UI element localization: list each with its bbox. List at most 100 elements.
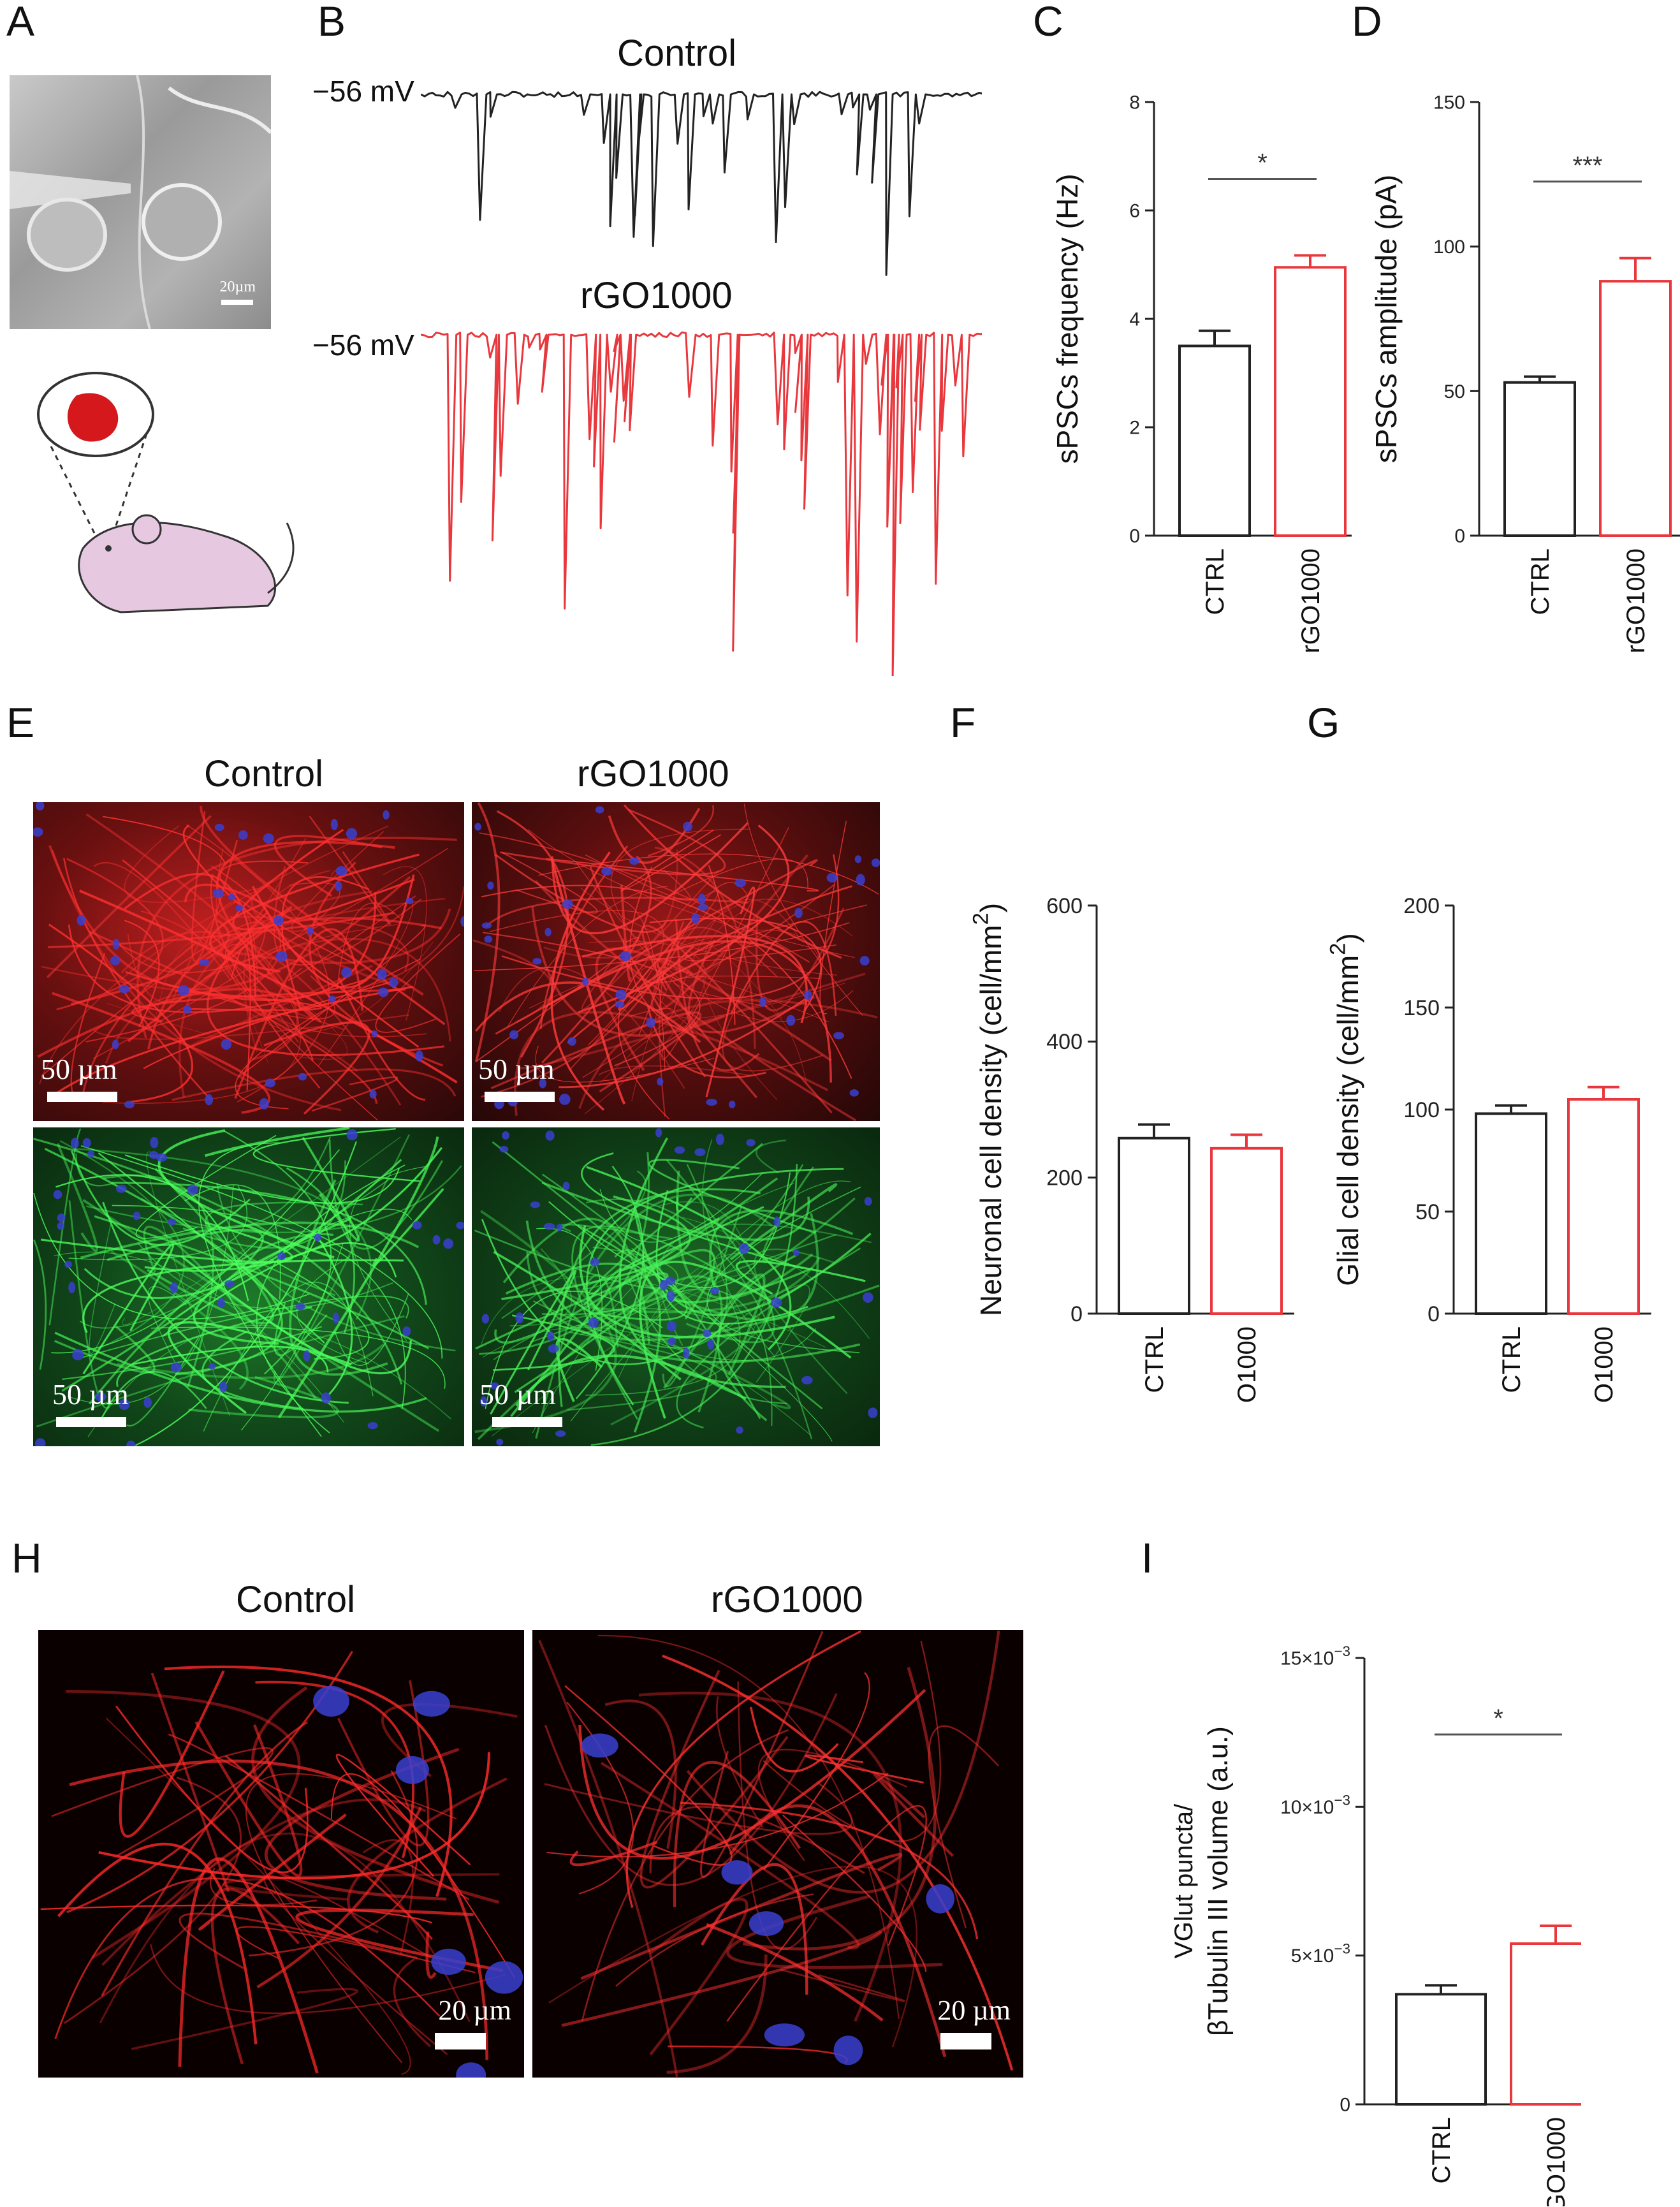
image-title-rgo: rGO1000 — [577, 753, 729, 795]
y-axis-label: Glial cell density (cell/mm2) — [1326, 933, 1364, 1286]
scale-label: 20 µm — [438, 1995, 511, 2026]
panel-label-i: I — [1141, 1534, 1153, 1581]
category-label: rGO1000 — [1297, 548, 1325, 654]
scale-bar — [221, 300, 253, 305]
chart-c: 0 2 4 6 8 sPSCs frequency (Hz) CTRL rGO1000 * — [1051, 92, 1352, 654]
trace-title-rgo: rGO1000 — [580, 275, 733, 316]
bar-ctrl — [1118, 1136, 1190, 1315]
y-tick-label: 2 — [1129, 418, 1140, 439]
y-tick-label: 10×10−3 — [1280, 1792, 1350, 1818]
bar-rgo1000 — [1599, 280, 1672, 537]
hippocampus-icon — [67, 393, 119, 442]
category-label: rGO1000 — [1622, 548, 1650, 654]
y-tick-label: 0 — [1454, 526, 1465, 547]
pipette-shape — [10, 171, 131, 209]
bar-rgo1000 — [1274, 266, 1347, 537]
y-tick-label: 600 — [1046, 894, 1083, 918]
y-axis-label: VGlut puncta/ — [1170, 1803, 1198, 1958]
bar-rgo1000 — [1510, 1942, 1581, 2106]
y-tick-label: 150 — [1403, 996, 1440, 1020]
scale-bar — [435, 2033, 486, 2049]
category-label: CTRL — [1141, 1326, 1169, 1393]
chart-g: 0 50 100 150 200 Glial cell density (cell/mm2… — [1326, 894, 1651, 1403]
y-tick-label: 0 — [1070, 1302, 1083, 1326]
voltage-label-top: −56 mV — [312, 75, 414, 108]
image-title-control: Control — [236, 1579, 355, 1620]
image-title-rgo: rGO1000 — [711, 1579, 863, 1620]
chart-i: 0 5×10−3 10×10−3 15×10−3 VGlut puncta/βTubul… — [1170, 1643, 1581, 2206]
y-tick-label: 15×10−3 — [1280, 1643, 1350, 1669]
current-traces — [421, 91, 982, 676]
scale-label: 20 µm — [937, 1995, 1011, 2026]
trace-rgo1000 — [421, 331, 982, 676]
panel-label-g: G — [1307, 699, 1340, 746]
y-tick-label: 4 — [1129, 309, 1140, 330]
cell-body-shape — [142, 183, 222, 261]
panel-label-d: D — [1352, 0, 1382, 45]
y-tick-label: 200 — [1403, 894, 1440, 918]
dic-micrograph: 20µm — [10, 75, 271, 329]
scale-label: 50 µm — [41, 1053, 117, 1085]
chart-d: 0 50 100 150 sPSCs amplitude (pA) CTRL rGO1000… — [1370, 92, 1680, 654]
bar-ctrl — [1503, 381, 1576, 537]
category-label: CTRL — [1526, 548, 1554, 615]
y-tick-label: 150 — [1433, 92, 1465, 114]
y-axis-label: Neuronal cell density (cell/mm2) — [968, 903, 1007, 1316]
category-label: CTRL — [1498, 1326, 1526, 1393]
panel-label-b: B — [318, 0, 346, 45]
y-tick-label: 0 — [1129, 526, 1140, 547]
chart-f: 0 200 400 600 Neuronal cell density (cell/mm… — [968, 894, 1294, 1403]
significance-marker: *** — [1573, 152, 1603, 180]
trace-control — [421, 91, 982, 276]
panel-label-c: C — [1033, 0, 1063, 45]
y-tick-label: 0 — [1428, 1302, 1440, 1326]
category-label: rGO1000 — [1542, 2117, 1570, 2206]
synapse-image-rgo: 20 µm — [532, 1630, 1023, 2078]
panel-label-a: A — [6, 0, 35, 45]
trace-title-control: Control — [617, 33, 736, 74]
y-tick-label: 5×10−3 — [1291, 1941, 1350, 1967]
y-axis-label: sPSCs amplitude (pA) — [1370, 175, 1403, 464]
panel-label-h: H — [11, 1534, 42, 1581]
bar-rgo1000 — [1210, 1147, 1283, 1315]
y-tick-label: 200 — [1046, 1166, 1083, 1191]
y-tick-label: 50 — [1415, 1200, 1440, 1224]
category-label: rGO1000 — [1233, 1326, 1261, 1403]
scale-bar — [940, 2033, 991, 2049]
category-label: CTRL — [1428, 2117, 1456, 2183]
y-tick-label: 50 — [1444, 381, 1465, 402]
y-tick-label: 0 — [1340, 2095, 1350, 2116]
y-tick-label: 8 — [1129, 92, 1140, 114]
synapse-image-control: 20 µm — [38, 1630, 524, 2078]
y-tick-label: 400 — [1046, 1030, 1083, 1054]
scale-label: 50 µm — [479, 1378, 556, 1411]
image-title-control: Control — [204, 753, 323, 795]
bar-ctrl — [1178, 344, 1251, 537]
neuron-image-rgo: 50 µm — [472, 802, 880, 1121]
scale-label: 20µm — [219, 279, 256, 295]
scale-label: 50 µm — [52, 1378, 129, 1411]
scale-bar — [47, 1092, 117, 1102]
scale-bar — [485, 1092, 555, 1102]
y-tick-label: 100 — [1403, 1098, 1440, 1122]
scale-bar — [56, 1417, 126, 1427]
neuron-image-control: 50 µm — [33, 802, 464, 1121]
mouse-brain-illustration — [37, 372, 295, 613]
voltage-label-bottom: −56 mV — [312, 328, 414, 362]
glia-image-rgo: 50 µm — [472, 1127, 880, 1446]
y-axis-label: sPSCs frequency (Hz) — [1051, 173, 1084, 464]
y-axis-label: βTubulin III volume (a.u.) — [1202, 1726, 1234, 2036]
panel-label-f: F — [950, 699, 976, 746]
scale-label: 50 µm — [478, 1053, 555, 1085]
y-tick-label: 100 — [1433, 237, 1465, 258]
cell-body-shape — [27, 198, 107, 272]
glia-image-control: 50 µm — [33, 1127, 464, 1446]
category-label: CTRL — [1201, 548, 1229, 615]
bar-ctrl — [1395, 1993, 1487, 2106]
significance-marker: * — [1257, 149, 1267, 177]
mouse-icon — [78, 522, 276, 613]
scale-bar — [492, 1417, 562, 1427]
significance-marker: * — [1493, 1705, 1503, 1733]
category-label: rGO1000 — [1590, 1326, 1618, 1403]
panel-label-e: E — [6, 699, 35, 746]
